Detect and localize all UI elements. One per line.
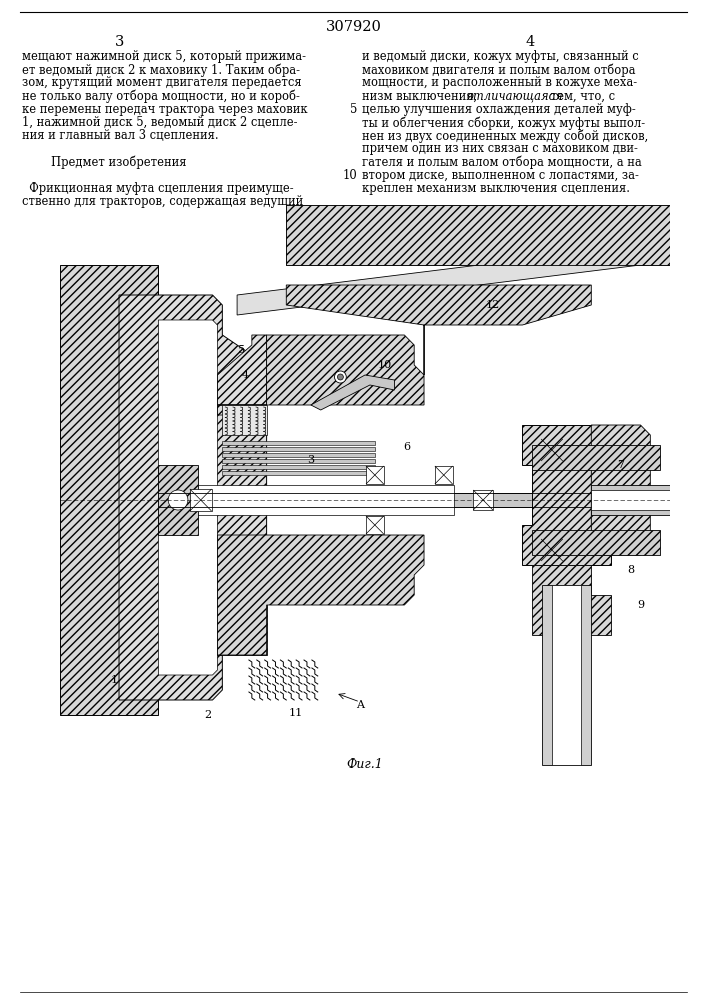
Bar bbox=[435, 466, 452, 484]
Bar bbox=[591, 490, 670, 510]
Circle shape bbox=[168, 490, 188, 510]
Polygon shape bbox=[119, 295, 267, 700]
Text: ты и облегчения сборки, кожух муфты выпол-: ты и облегчения сборки, кожух муфты выпо… bbox=[362, 116, 645, 129]
Bar bbox=[532, 445, 660, 470]
Text: ет ведомый диск 2 к маховику 1. Таким обра-: ет ведомый диск 2 к маховику 1. Таким об… bbox=[22, 63, 300, 77]
Bar bbox=[222, 453, 375, 457]
Bar bbox=[552, 585, 581, 765]
Text: 5: 5 bbox=[238, 345, 245, 355]
Text: 10: 10 bbox=[378, 360, 392, 370]
Text: 9: 9 bbox=[637, 600, 644, 610]
Text: 5: 5 bbox=[350, 103, 357, 116]
Text: Предмет изобретения: Предмет изобретения bbox=[22, 156, 187, 169]
Text: отличающаяся: отличающаяся bbox=[467, 90, 563, 103]
Bar bbox=[190, 489, 211, 511]
Polygon shape bbox=[218, 595, 267, 655]
Text: ке перемены передач трактора через маховик: ке перемены передач трактора через махов… bbox=[22, 103, 308, 116]
Bar bbox=[158, 485, 454, 515]
Bar bbox=[222, 447, 375, 451]
Text: креплен механизм выключения сцепления.: креплен механизм выключения сцепления. bbox=[362, 182, 630, 195]
Bar bbox=[222, 441, 375, 445]
Text: 11: 11 bbox=[289, 708, 303, 718]
Bar bbox=[222, 459, 375, 463]
Bar bbox=[286, 205, 670, 265]
Circle shape bbox=[337, 374, 344, 380]
Text: 6: 6 bbox=[403, 442, 410, 452]
Bar bbox=[366, 466, 384, 484]
Text: 3: 3 bbox=[308, 455, 315, 465]
Text: ственно для тракторов, содержащая ведущий: ственно для тракторов, содержащая ведущи… bbox=[22, 195, 303, 208]
Text: целью улучшения охлаждения деталей муф-: целью улучшения охлаждения деталей муф- bbox=[362, 103, 636, 116]
Polygon shape bbox=[218, 535, 424, 655]
Text: мещают нажимной диск 5, который прижима-: мещают нажимной диск 5, который прижима- bbox=[22, 50, 306, 63]
Text: втором диске, выполненном с лопастями, за-: втором диске, выполненном с лопастями, з… bbox=[362, 169, 639, 182]
Polygon shape bbox=[237, 245, 641, 315]
Bar bbox=[473, 490, 493, 510]
Polygon shape bbox=[218, 335, 424, 405]
Bar bbox=[366, 516, 384, 534]
Polygon shape bbox=[591, 425, 650, 555]
Text: 4: 4 bbox=[525, 35, 534, 49]
Bar bbox=[541, 539, 563, 561]
Polygon shape bbox=[60, 265, 188, 715]
Text: мощности, и расположенный в кожухе меха-: мощности, и расположенный в кожухе меха- bbox=[362, 76, 637, 89]
Text: Фрикционная муфта сцепления преимуще-: Фрикционная муфта сцепления преимуще- bbox=[22, 182, 293, 195]
Bar bbox=[158, 493, 591, 507]
Text: Фиг.1: Фиг.1 bbox=[346, 758, 383, 772]
Polygon shape bbox=[522, 425, 611, 565]
Bar bbox=[222, 465, 375, 469]
Text: 1: 1 bbox=[110, 675, 117, 685]
Text: 4: 4 bbox=[241, 370, 249, 380]
Text: 12: 12 bbox=[486, 300, 500, 310]
Text: зом, крутящий момент двигателя передается: зом, крутящий момент двигателя передаетс… bbox=[22, 76, 302, 89]
Text: не только валу отбора мощности, но и короб-: не только валу отбора мощности, но и кор… bbox=[22, 90, 300, 103]
Text: тем, что, с: тем, что, с bbox=[547, 90, 615, 103]
Polygon shape bbox=[286, 285, 591, 375]
Text: 1, нажимной диск 5, ведомый диск 2 сцепле-: 1, нажимной диск 5, ведомый диск 2 сцепл… bbox=[22, 116, 298, 129]
Bar bbox=[541, 439, 563, 461]
Circle shape bbox=[334, 371, 346, 383]
Text: гателя и полым валом отбора мощности, а на: гателя и полым валом отбора мощности, а … bbox=[362, 156, 642, 169]
Polygon shape bbox=[532, 565, 611, 635]
Text: низм выключения,: низм выключения, bbox=[362, 90, 481, 103]
Text: и ведомый диски, кожух муфты, связанный с: и ведомый диски, кожух муфты, связанный … bbox=[362, 50, 638, 63]
Text: 10: 10 bbox=[342, 169, 357, 182]
Polygon shape bbox=[222, 405, 267, 435]
Polygon shape bbox=[286, 205, 670, 265]
Text: 7: 7 bbox=[617, 460, 624, 470]
Bar bbox=[532, 530, 660, 555]
Text: ния и главный вал 3 сцепления.: ния и главный вал 3 сцепления. bbox=[22, 129, 218, 142]
Text: нен из двух соединенных между собой дисков,: нен из двух соединенных между собой диск… bbox=[362, 129, 648, 143]
Text: маховиком двигателя и полым валом отбора: маховиком двигателя и полым валом отбора bbox=[362, 63, 636, 77]
Polygon shape bbox=[311, 375, 395, 410]
Bar bbox=[591, 485, 670, 515]
Text: 307920: 307920 bbox=[325, 20, 382, 34]
Text: A: A bbox=[356, 700, 364, 710]
Text: причем один из них связан с маховиком дви-: причем один из них связан с маховиком дв… bbox=[362, 142, 638, 155]
Bar bbox=[222, 471, 375, 475]
Bar bbox=[542, 585, 591, 765]
Polygon shape bbox=[158, 320, 218, 675]
Text: 3: 3 bbox=[115, 35, 124, 49]
Text: 2: 2 bbox=[204, 710, 211, 720]
Text: 8: 8 bbox=[627, 565, 634, 575]
Polygon shape bbox=[218, 335, 267, 415]
Bar bbox=[158, 465, 198, 535]
